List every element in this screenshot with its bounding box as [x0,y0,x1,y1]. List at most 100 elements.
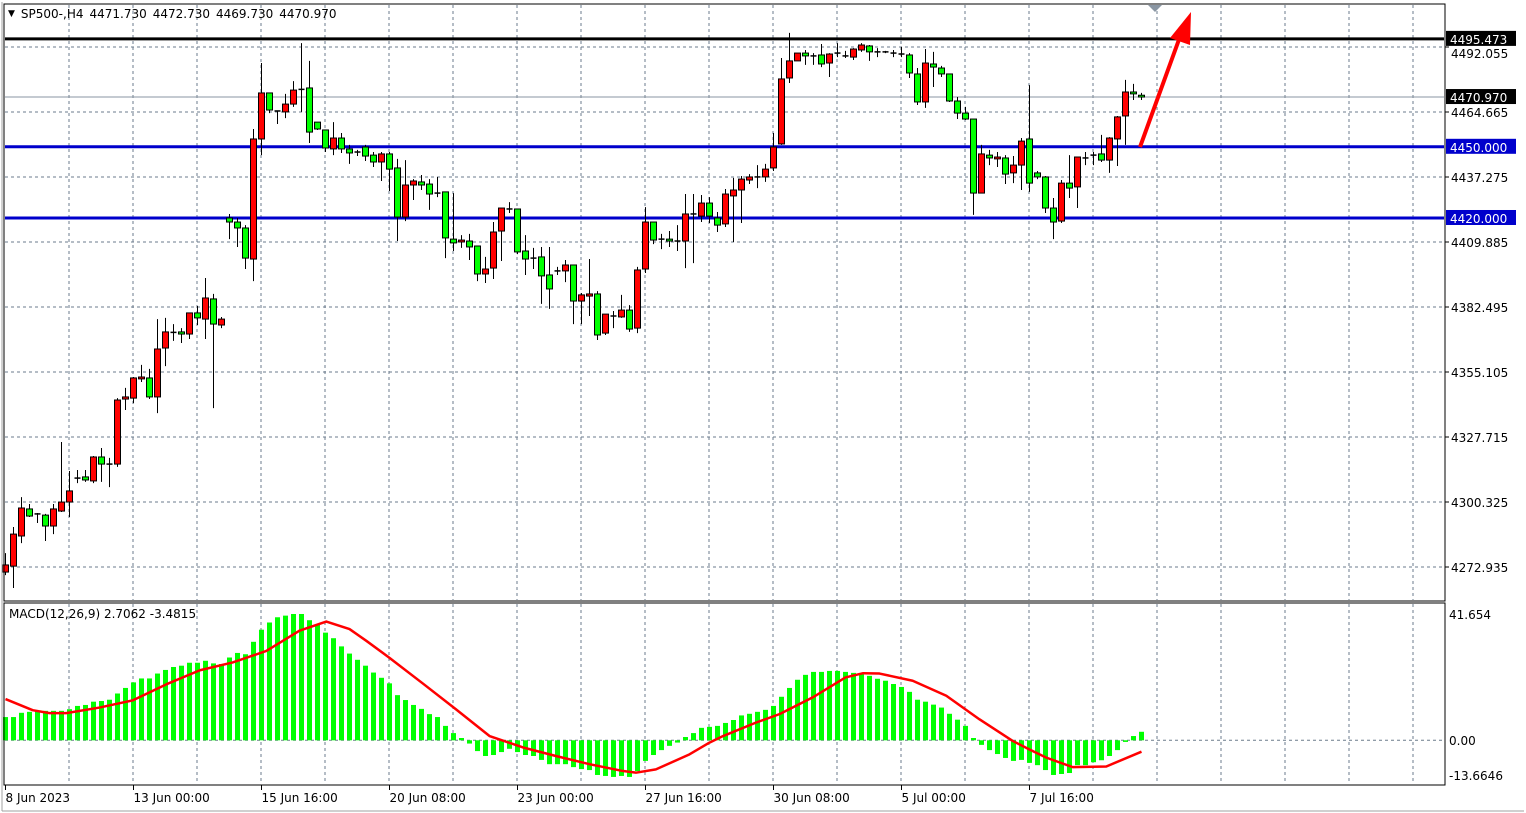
candle [226,213,233,240]
macd-histogram-bar [443,725,448,741]
macd-histogram-bar [571,740,576,768]
candle [474,245,481,282]
macd-axis-label: 41.654 [1449,608,1491,622]
red-arrow-annotation[interactable] [1138,12,1191,148]
macd-histogram-bar [691,733,696,741]
candle [1034,171,1041,180]
arrow-shaft[interactable] [1138,33,1183,148]
price-tick-label: 4272.935 [1451,561,1508,575]
candle-body-bull [634,269,641,329]
candle [346,144,353,164]
candle-body-bull [458,239,465,243]
time-axis-label: 8 Jun 2023 [6,791,71,805]
candle [266,92,273,114]
macd-histogram-bar [387,683,392,741]
candle-body-bear [802,52,809,57]
candle [546,246,553,309]
candle [282,93,289,119]
candle [930,51,937,87]
candle-body-bear [538,256,545,277]
candle-body-bull [138,376,145,380]
macd-histogram-bar [1075,740,1080,766]
candle [514,208,521,255]
time-axis-label: 27 Jun 16:00 [646,791,722,805]
candle [194,306,201,326]
price-tick-label: 4492.055 [1451,47,1508,61]
candle [698,194,705,223]
candle [1002,155,1009,185]
candle [794,52,801,62]
macd-histogram-bar [675,740,680,743]
macd-histogram-bar [27,711,32,741]
candle [1138,92,1145,100]
candle-body-bull [1058,182,1065,222]
candle [906,53,913,78]
level-label-bg [1446,30,1516,46]
candle [1130,83,1137,101]
macd-label: MACD(12,26,9) 2.7062 -3.4815 [9,607,197,621]
chart-shift-marker-icon[interactable] [1148,5,1162,12]
time-axis-label: 20 Jun 08:00 [390,791,466,805]
macd-histogram-bar [963,725,968,741]
time-axis-label: 15 Jun 16:00 [262,791,338,805]
candle [234,217,241,247]
candle [858,43,865,52]
candle [554,266,561,275]
candle-body-bull [1122,91,1129,117]
macd-histogram-bar [611,740,616,777]
candle [410,179,417,200]
price-tick-label: 4355.105 [1451,366,1508,380]
candle-body-bear [1026,138,1033,184]
macd-histogram-bar [931,704,936,741]
candles [2,32,1145,588]
macd-histogram-bar [267,622,272,741]
candle-body-bull [770,146,777,169]
candle [538,246,545,304]
macd-histogram-bar [827,670,832,741]
price-tick-label: 4437.275 [1451,171,1508,185]
candle-body-bear [946,73,953,102]
candle [1018,138,1025,190]
candle [610,311,617,329]
macd-histogram-bar [203,660,208,741]
macd-histogram-bar [1027,740,1032,763]
candle-body-bear [394,167,401,218]
macd-axis-label: -13.6646 [1449,769,1503,783]
candle [826,53,833,78]
candle [586,259,593,317]
candle [50,503,57,535]
candle [722,189,729,228]
candle [34,512,41,523]
macd-histogram-bar [971,737,976,741]
candle [914,68,921,106]
macd-histogram-bar [1059,740,1064,774]
macd-histogram-bar [19,712,24,741]
macd-histogram-bar [395,695,400,741]
macd-histogram-bar [459,737,464,741]
candle-body-bull [922,62,929,103]
candle [954,96,961,120]
candle [90,456,97,484]
candle [1074,156,1081,209]
triangle-down-icon[interactable]: ▼ [8,9,15,19]
macd-histogram-bar [475,740,480,752]
candle-body-bear [1034,172,1041,178]
open-value: 4471.730 [89,7,147,21]
macd-axis-label: 0.00 [1449,734,1476,748]
candle [106,457,113,488]
macd-histogram-bar [1123,740,1128,742]
candle [74,470,81,484]
candle [338,133,345,153]
candle-body-bull [698,202,705,217]
candle-body-bear [370,154,377,163]
candle-body-bear [1002,157,1009,175]
candle [666,231,673,247]
macd-histogram-bar [635,740,640,772]
current-price-label: 4470.970 [1450,91,1507,105]
candle-body-bull [18,507,25,537]
candle [762,163,769,182]
candle [402,160,409,222]
candle [122,387,129,410]
current-price-label-bg [1446,89,1516,105]
